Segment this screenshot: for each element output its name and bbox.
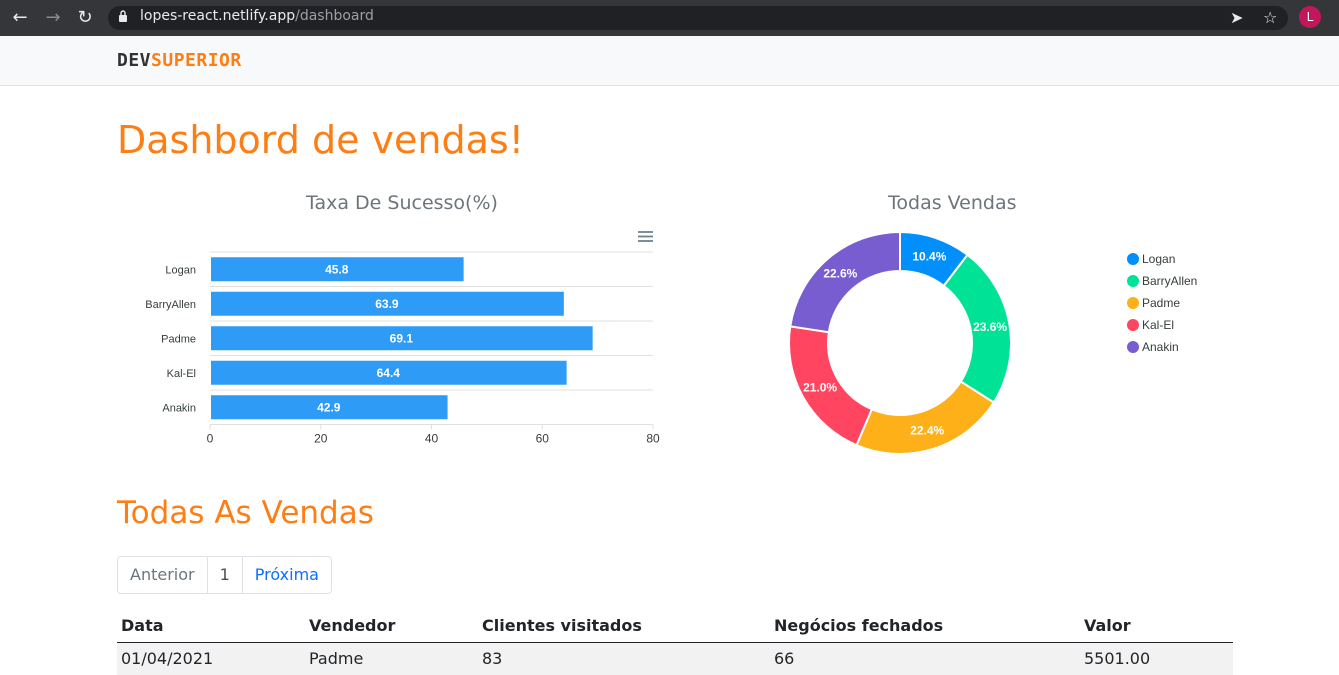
send-icon[interactable]: ➤: [1230, 8, 1244, 27]
back-icon[interactable]: ←: [12, 7, 28, 28]
bar-value-label: 45.8: [325, 262, 349, 276]
previous-page-button[interactable]: Anterior: [118, 557, 208, 593]
legend-marker[interactable]: [1127, 341, 1139, 353]
url-path: /dashboard: [295, 8, 374, 24]
bar-category-label: Anakin: [162, 402, 196, 414]
bar[interactable]: [211, 291, 564, 316]
forward-icon[interactable]: →: [45, 7, 61, 28]
next-page-button[interactable]: Próxima: [254, 565, 319, 584]
bar-category-label: BarryAllen: [145, 299, 196, 311]
legend-marker[interactable]: [1127, 275, 1139, 287]
bar[interactable]: [211, 257, 464, 282]
bar-value-label: 42.9: [317, 400, 341, 414]
browser-toolbar: ← → ↻ lopes-react.netlify.app/dashboard …: [0, 0, 1339, 36]
header-data: Data: [117, 610, 305, 643]
legend-marker[interactable]: [1127, 319, 1139, 331]
x-tick-label: 0: [207, 432, 214, 446]
url-host: lopes-react.netlify.app: [140, 8, 296, 24]
navbar: DEVSUPERIOR: [0, 36, 1339, 86]
bar-value-label: 63.9: [375, 297, 399, 311]
x-tick-label: 80: [646, 432, 660, 446]
donut-slice[interactable]: [789, 230, 901, 334]
logo[interactable]: DEVSUPERIOR: [117, 50, 242, 71]
table-row: 01/04/2021 Padme 83 66 5501.00: [117, 642, 1233, 675]
donut-chart-title: Todas Vendas: [888, 192, 1017, 214]
donut-chart: 10.4% 23.6% 22.4% 21.0% 22.6% Logan BarryAllen…: [788, 230, 1197, 455]
cell-vendedor: Padme: [305, 642, 478, 675]
header-valor: Valor: [1080, 610, 1233, 643]
x-tick-label: 20: [314, 432, 328, 446]
slice-value-label: 22.4%: [910, 423, 944, 437]
section-title: Todas As Vendas: [117, 495, 374, 531]
star-icon[interactable]: ☆: [1263, 8, 1278, 27]
cell-valor: 5501.00: [1080, 642, 1233, 675]
cell-data: 01/04/2021: [117, 642, 305, 675]
slice-value-label: 10.4%: [912, 249, 946, 263]
cell-clientes: 83: [478, 642, 770, 675]
legend-marker[interactable]: [1127, 297, 1139, 309]
legend-item[interactable]: Padme: [1142, 296, 1180, 310]
bar-value-label: 69.1: [390, 331, 414, 345]
donut-slice[interactable]: [855, 380, 996, 455]
legend-marker[interactable]: [1127, 253, 1139, 265]
bar-chart: Logan 45.8 BarryAllen 63.9 Padme 69.1 Kal-El 64…: [145, 231, 660, 446]
header-negocios: Negócios fechados: [770, 610, 1080, 643]
lock-icon: [119, 10, 127, 22]
menu-icon[interactable]: [638, 231, 653, 242]
current-page-button[interactable]: 1: [208, 557, 243, 593]
legend-item[interactable]: Logan: [1142, 252, 1175, 266]
bar-category-label: Padme: [161, 333, 196, 345]
slice-value-label: 23.6%: [973, 320, 1007, 334]
header-clientes: Clientes visitados: [478, 610, 770, 643]
bar-category-label: Kal-El: [167, 368, 196, 380]
address-bar[interactable]: [108, 6, 1288, 30]
reload-icon[interactable]: ↻: [77, 7, 93, 28]
table-header-row: Data Vendedor Clientes visitados Negócio…: [117, 610, 1233, 643]
bar[interactable]: [211, 395, 448, 420]
bar-chart-title: Taxa De Sucesso(%): [306, 192, 498, 214]
slice-value-label: 21.0%: [803, 381, 837, 395]
bar[interactable]: [211, 360, 567, 385]
page-title: Dashbord de vendas!: [117, 118, 524, 162]
url-text: lopes-react.netlify.app/dashboard: [140, 8, 374, 24]
logo-dev: DEV: [117, 50, 152, 71]
avatar[interactable]: L: [1299, 6, 1321, 28]
x-tick-label: 60: [536, 432, 550, 446]
pagination: Anterior 1 Próxima: [117, 556, 332, 594]
cell-negocios: 66: [770, 642, 1080, 675]
bar-category-label: Logan: [165, 264, 196, 276]
legend-item[interactable]: Anakin: [1142, 340, 1179, 354]
sales-table: Data Vendedor Clientes visitados Negócio…: [117, 610, 1233, 675]
logo-superior: SUPERIOR: [151, 50, 242, 71]
bar[interactable]: [211, 326, 593, 351]
x-tick-label: 40: [425, 432, 439, 446]
legend-item[interactable]: BarryAllen: [1142, 274, 1197, 288]
header-vendedor: Vendedor: [305, 610, 478, 643]
bar-value-label: 64.4: [377, 366, 401, 380]
slice-value-label: 22.6%: [823, 267, 857, 281]
legend-item[interactable]: Kal-El: [1142, 318, 1174, 332]
